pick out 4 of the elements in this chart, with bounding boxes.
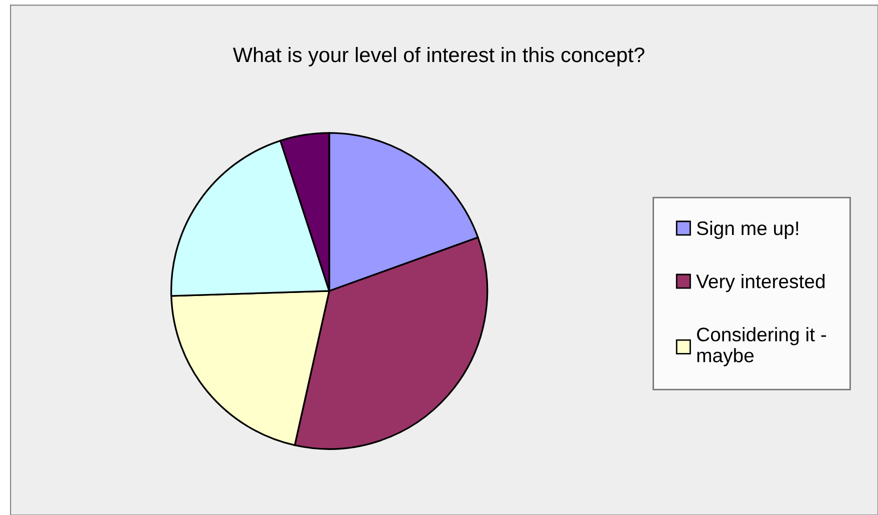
chart-title: What is your level of interest in this concept? — [232, 46, 644, 66]
legend-label: Very interested — [696, 274, 825, 292]
legend-label: Sign me up! — [696, 220, 798, 240]
legend-label: Considering it - maybe — [697, 327, 826, 366]
